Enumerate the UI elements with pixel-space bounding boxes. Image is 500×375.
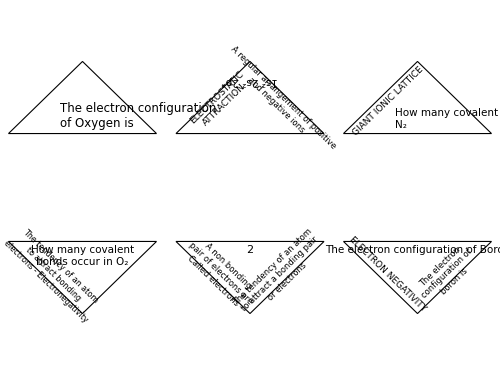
Text: 2: 2 bbox=[246, 245, 254, 255]
Text: The electron configuration of Boron: The electron configuration of Boron bbox=[325, 245, 500, 255]
Text: The electron
configuration of
boron is: The electron configuration of boron is bbox=[413, 240, 482, 308]
Text: The tendency of an atom
to attract a bonding pair
or electrons: The tendency of an atom to attract a bon… bbox=[232, 226, 328, 321]
Text: ELECTROSTATIC
ATTRACTION: ELECTROSTATIC ATTRACTION bbox=[188, 69, 252, 133]
Text: A regular arrangement of positive
and negative ions: A regular arrangement of positive and ne… bbox=[222, 44, 338, 158]
Text: ELECTRON NEGATIVITY: ELECTRON NEGATIVITY bbox=[348, 235, 428, 313]
Text: GIANT IONIC LATTICE: GIANT IONIC LATTICE bbox=[351, 65, 425, 137]
Text: The electron configuration
of Oxygen is: The electron configuration of Oxygen is bbox=[60, 102, 216, 130]
Text: The tendency of an atom
to attract bonding
electrons - Electronegativity: The tendency of an atom to attract bondi… bbox=[2, 224, 104, 324]
Text: A non bonding
pair of electrons are
Called electrons: A non bonding pair of electrons are Call… bbox=[180, 234, 262, 314]
Text: 1s² 2s² 2p⁴: 1s² 2s² 2p⁴ bbox=[222, 76, 278, 87]
Text: How many covalent bonds occur in
N₂: How many covalent bonds occur in N₂ bbox=[396, 108, 500, 130]
Text: How many covalent
bonds occur in O₂: How many covalent bonds occur in O₂ bbox=[31, 245, 134, 267]
